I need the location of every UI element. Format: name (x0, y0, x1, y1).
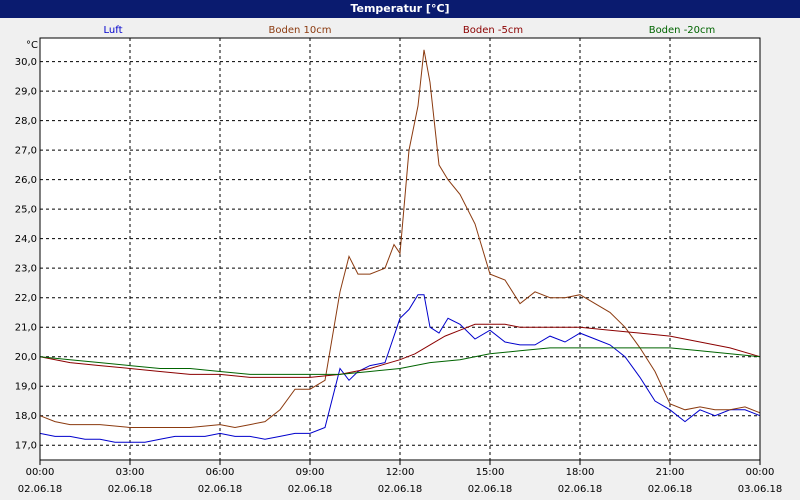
x-tick-date-label: 02.06.18 (648, 484, 693, 495)
y-tick-label: 26,0 (15, 175, 37, 186)
legend-item-boden-5cm: Boden -5cm (463, 25, 523, 36)
y-tick-label: 17,0 (15, 441, 37, 452)
series-lines (39, 49, 761, 443)
temperature-chart: Luft Boden 10cm Boden -5cm Boden -20cm °C 1… (15, 25, 783, 495)
x-tick-time-label: 00:00 (26, 467, 55, 478)
x-tick-time-label: 18:00 (566, 467, 595, 478)
y-tick-label: 19,0 (15, 382, 37, 393)
y-tick-label: 22,0 (15, 293, 37, 304)
window-title: Temperatur [°C] (350, 2, 450, 15)
x-tick-date-label: 02.06.18 (558, 484, 603, 495)
y-tick-label: 30,0 (15, 57, 37, 68)
y-tick-label: 28,0 (15, 116, 37, 127)
series-line-boden-20cm (39, 347, 761, 375)
x-tick-time-label: 03:00 (116, 467, 145, 478)
x-tick-time-label: 15:00 (476, 467, 505, 478)
legend-item-luft: Luft (104, 25, 123, 36)
x-tick-date-label: 02.06.18 (198, 484, 243, 495)
series-line-boden-5cm (39, 323, 761, 378)
x-tick-time-label: 21:00 (656, 467, 685, 478)
x-tick-date-label: 02.06.18 (378, 484, 423, 495)
y-tick-label: 20,0 (15, 352, 37, 363)
series-line-luft (39, 294, 761, 443)
y-tick-label: 27,0 (15, 146, 37, 157)
x-tick-date-label: 02.06.18 (468, 484, 513, 495)
x-axis-ticks: 00:00 02.06.18 03:00 02.06.18 06:00 02.06.18 0… (18, 460, 783, 495)
legend-item-boden-20cm: Boden -20cm (649, 25, 716, 36)
legend: Luft Boden 10cm Boden -5cm Boden -20cm (104, 25, 716, 36)
y-tick-label: 18,0 (15, 411, 37, 422)
x-tick-date-label: 03.06.18 (738, 484, 783, 495)
y-tick-label: 21,0 (15, 323, 37, 334)
x-tick-time-label: 12:00 (386, 467, 415, 478)
x-tick-date-label: 02.06.18 (18, 484, 63, 495)
y-tick-label: 24,0 (15, 234, 37, 245)
x-tick-time-label: 00:00 (746, 467, 775, 478)
y-tick-label: 23,0 (15, 264, 37, 275)
x-tick-date-label: 02.06.18 (108, 484, 153, 495)
x-tick-date-label: 02.06.18 (288, 484, 333, 495)
y-axis-unit-label: °C (26, 40, 38, 51)
y-axis-ticks: 17,0 18,0 19,0 20,0 21,0 22,0 23,0 24,0 25,0 26,0… (15, 57, 37, 452)
window-title-bar: Temperatur [°C] (0, 0, 800, 18)
y-tick-label: 25,0 (15, 205, 37, 216)
legend-item-boden-10cm: Boden 10cm (269, 25, 332, 36)
x-tick-time-label: 06:00 (206, 467, 235, 478)
x-tick-time-label: 09:00 (296, 467, 325, 478)
y-tick-label: 29,0 (15, 87, 37, 98)
